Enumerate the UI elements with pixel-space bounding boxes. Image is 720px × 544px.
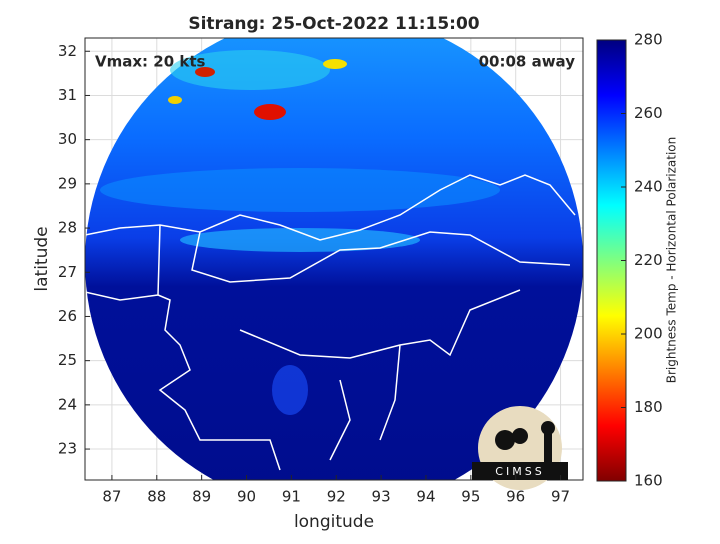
annotation: 00:08 away <box>479 53 576 71</box>
colorbar-tick-label: 280 <box>634 31 663 49</box>
y-tick-label: 26 <box>58 307 77 325</box>
warm-spot <box>195 67 215 77</box>
warm-spot <box>254 104 286 120</box>
title: Sitrang: 25-Oct-2022 11:15:00 <box>188 14 479 34</box>
patch <box>170 50 330 90</box>
colorbar-tick-label: 240 <box>634 178 663 196</box>
colorbar-tick-label: 260 <box>634 104 663 122</box>
x-tick-label: 88 <box>147 488 166 506</box>
x-tick-label: 89 <box>192 488 211 506</box>
y-tick-label: 27 <box>58 263 77 281</box>
swath-disk <box>85 38 583 480</box>
y-tick-label: 25 <box>58 351 77 369</box>
logo-text: CIMSS <box>495 465 544 478</box>
y-tick-label: 32 <box>58 42 77 60</box>
y-tick-label: 24 <box>58 395 77 413</box>
x-tick-label: 97 <box>551 488 570 506</box>
y-tick-label: 30 <box>58 130 77 148</box>
patch <box>180 228 420 252</box>
logo: CIMSS <box>472 406 568 490</box>
y-tick-label: 31 <box>58 86 77 104</box>
colorbar-label: Brightness Temp - Horizontal Polarizatio… <box>665 137 679 384</box>
y-tick-label: 29 <box>58 174 77 192</box>
plot-frame <box>84 37 584 481</box>
x-axis-label: longitude <box>294 512 374 532</box>
x-tick-label: 96 <box>506 488 525 506</box>
patch <box>100 168 500 212</box>
y-axis-label: latitude <box>32 226 52 291</box>
colorbar-tick-label: 200 <box>634 325 663 343</box>
x-tick-label: 93 <box>372 488 391 506</box>
x-tick-label: 87 <box>102 488 121 506</box>
warm-spot <box>168 96 182 104</box>
colorbar-tick-label: 220 <box>634 251 663 269</box>
swath <box>85 38 583 480</box>
warm-spot <box>323 59 347 69</box>
x-tick-label: 94 <box>416 488 435 506</box>
x-tick-label: 91 <box>282 488 301 506</box>
x-tick-label: 95 <box>461 488 480 506</box>
borders <box>85 174 576 471</box>
patch <box>272 365 308 415</box>
x-tick-label: 90 <box>237 488 256 506</box>
colorbar-tick-label: 160 <box>634 472 663 490</box>
x-tick-label: 92 <box>327 488 346 506</box>
y-tick-label: 28 <box>58 219 77 237</box>
y-tick-label: 23 <box>58 440 77 458</box>
colorbar-tick-label: 180 <box>634 398 663 416</box>
annotation: Vmax: 20 kts <box>95 53 205 71</box>
